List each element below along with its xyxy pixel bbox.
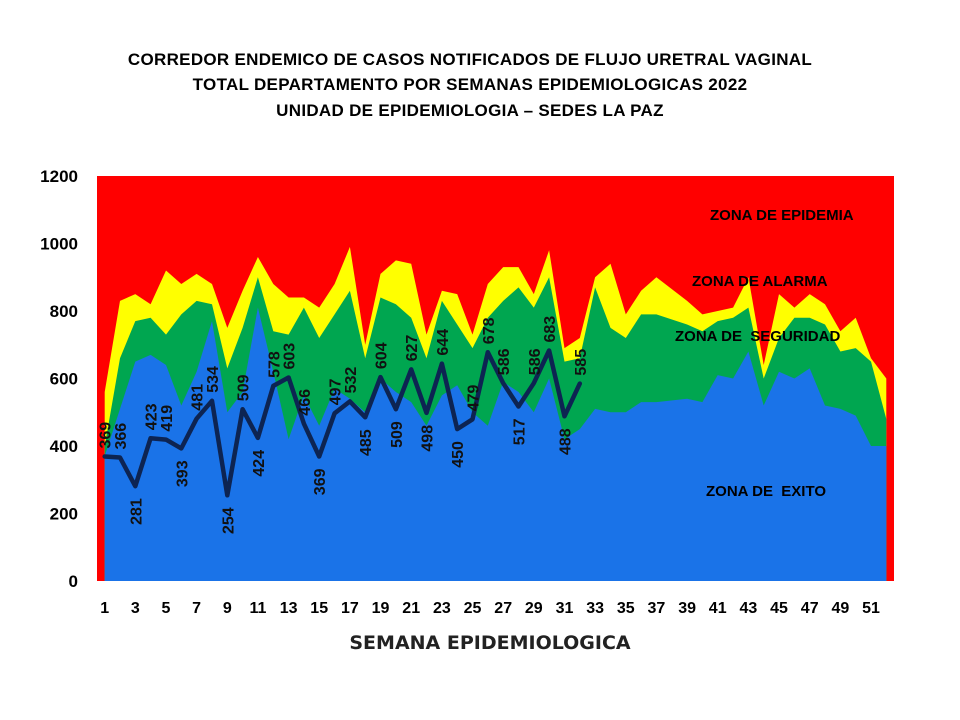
y-tick-label: 1000 [40, 235, 78, 254]
x-tick-label: 37 [648, 600, 666, 617]
data-label: 481 [190, 384, 207, 411]
zone-exito-area [104, 307, 887, 581]
observed-line-layer [102, 348, 583, 498]
x-tick-label: 29 [525, 600, 543, 617]
data-label: 517 [512, 418, 529, 445]
data-label: 578 [266, 351, 283, 378]
x-tick-label: 51 [862, 600, 880, 617]
data-labels-layer: 3693662814234193934815342545094245786034… [98, 316, 590, 534]
x-tick-label: 3 [131, 600, 140, 617]
x-tick-label: 39 [678, 600, 696, 617]
zone-label-alarma: ZONA DE ALARMA [692, 273, 828, 290]
data-label: 683 [542, 316, 559, 343]
x-tick-label: 31 [556, 600, 574, 617]
data-label: 498 [420, 425, 437, 452]
x-tick-label: 13 [280, 600, 298, 617]
chart-title-line-1: CORREDOR ENDEMICO DE CASOS NOTIFICADOS D… [127, 50, 813, 69]
zones-layer [97, 176, 894, 581]
data-label: 603 [282, 343, 299, 370]
x-tick-label: 9 [223, 600, 232, 617]
data-label: 644 [435, 329, 452, 356]
observed-cases-line [102, 348, 583, 498]
x-tick-label: 27 [494, 600, 512, 617]
data-label: 369 [312, 468, 329, 495]
y-tick-label: 200 [50, 505, 78, 524]
x-tick-label: 19 [372, 600, 390, 617]
x-tick-label: 35 [617, 600, 635, 617]
y-tick-label: 600 [50, 370, 78, 389]
data-label: 534 [205, 366, 222, 393]
x-axis-title: SEMANA EPIDEMIOLOGICA [349, 632, 631, 654]
data-label: 497 [328, 379, 345, 406]
data-label: 366 [113, 423, 130, 450]
data-label: 419 [159, 405, 176, 432]
data-label: 423 [144, 403, 161, 430]
data-label: 424 [251, 450, 268, 477]
data-label: 509 [389, 421, 406, 448]
x-tick-label: 41 [709, 600, 727, 617]
data-label: 678 [481, 317, 498, 344]
data-label: 466 [297, 389, 314, 416]
x-tick-label: 25 [464, 600, 482, 617]
data-label: 509 [236, 374, 253, 401]
x-tick-label: 33 [586, 600, 604, 617]
data-label: 479 [466, 385, 483, 412]
zone-labels-layer: ZONA DE EPIDEMIA ZONA DE ALARMA ZONA DE SE… [675, 207, 854, 500]
x-tick-label: 17 [341, 600, 359, 617]
x-tick-label: 21 [402, 600, 420, 617]
data-label: 450 [450, 441, 467, 468]
chart-title-line-3: UNIDAD DE EPIDEMIOLOGIA – SEDES LA PAZ [276, 101, 664, 120]
x-tick-label: 23 [433, 600, 451, 617]
y-tick-label: 1200 [40, 167, 78, 186]
data-label: 393 [174, 460, 191, 487]
y-tick-label: 400 [50, 437, 78, 456]
x-tick-label: 11 [249, 600, 266, 617]
x-tick-label: 45 [770, 600, 788, 617]
data-label: 604 [374, 342, 391, 369]
x-tick-label: 15 [310, 600, 328, 617]
data-label: 254 [220, 507, 237, 534]
x-tick-label: 5 [162, 600, 171, 617]
zone-label-epidemia: ZONA DE EPIDEMIA [710, 207, 854, 224]
data-label: 586 [496, 348, 513, 375]
y-tick-label: 800 [50, 302, 78, 321]
data-label: 627 [404, 335, 421, 362]
x-tick-label: 43 [740, 600, 758, 617]
data-label: 586 [527, 348, 544, 375]
data-label: 585 [573, 349, 590, 376]
chart-title-line-2: TOTAL DEPARTAMENTO POR SEMANAS EPIDEMIOL… [192, 75, 748, 94]
x-tick-label: 47 [801, 600, 819, 617]
x-tick-label: 49 [832, 600, 850, 617]
data-label: 532 [343, 367, 360, 394]
data-label: 369 [98, 422, 115, 449]
x-tick-label: 7 [192, 600, 201, 617]
zone-label-seguridad: ZONA DE SEGURIDAD [675, 328, 840, 345]
data-label: 281 [128, 498, 145, 525]
zone-label-exito: ZONA DE EXITO [706, 483, 826, 500]
y-tick-label: 0 [69, 572, 78, 591]
data-label: 488 [558, 428, 575, 455]
x-tick-label: 1 [100, 600, 109, 617]
data-label: 485 [358, 429, 375, 456]
